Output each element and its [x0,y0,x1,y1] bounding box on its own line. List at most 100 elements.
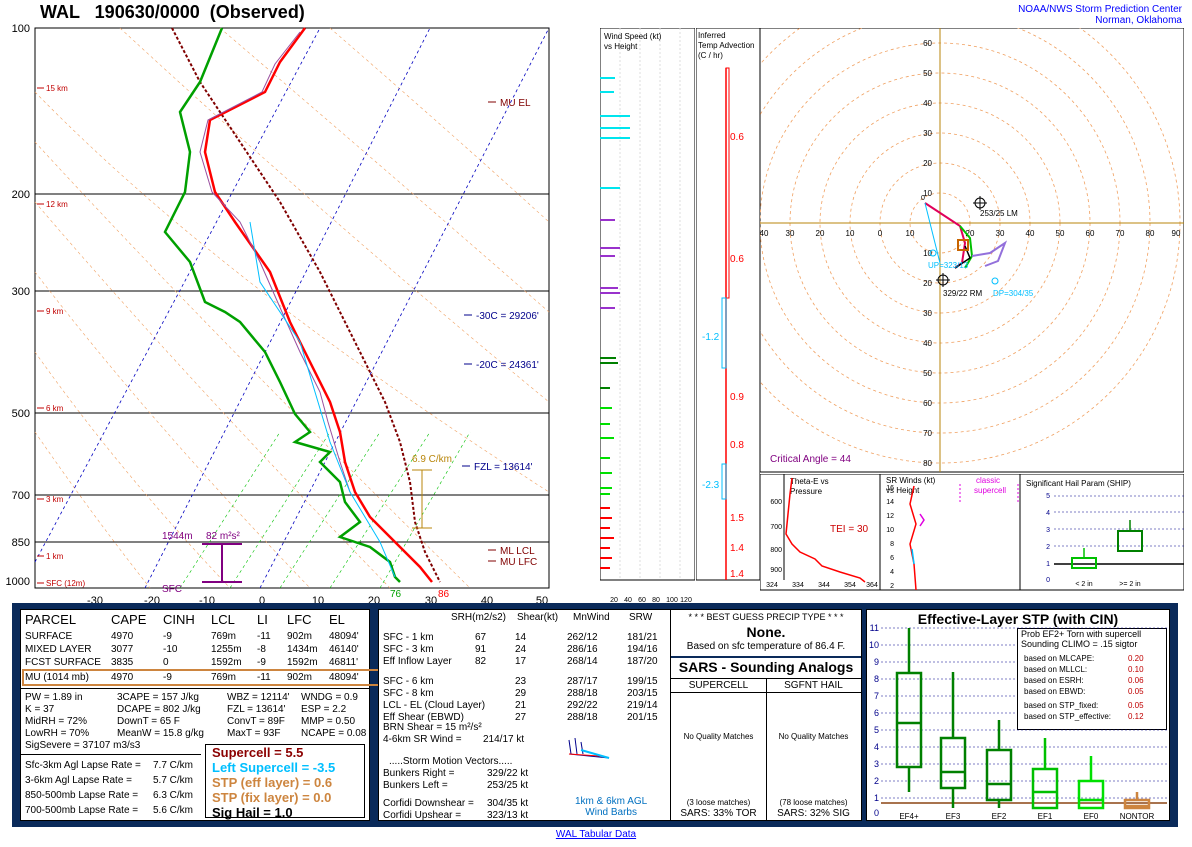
parcel-cell: 4970 [111,672,134,683]
parcel-cell: 46811' [329,657,358,668]
kin-cell: 194/16 [627,644,658,655]
stp-prob-2: Sounding CLIMO = .15 sigtor [1021,639,1138,649]
ws-axis-120: 120 [680,597,692,604]
stp-prob-row: based on MLCAPE: 0.20 [1024,653,1166,664]
p-label-1000: 1000 [6,576,30,588]
lapse-sfc3-val: 7.7 C/km [153,760,194,771]
parcel-h-li: LI [257,612,268,627]
stp-fix: STP (fix layer) = 0.0 [212,790,332,805]
k-index: K = 37 [25,704,55,715]
3cape: 3CAPE = 157 J/kg [117,692,199,703]
lapse-sfc3-label: Sfc-3km Agl Lapse Rate = [25,760,141,771]
sars-loose-1: (3 loose matches) [686,798,751,807]
parcel-cell: MU (1014 mb) [25,672,89,683]
org-line2: Norman, Oklahoma [1095,15,1182,26]
srw-y-2: 2 [890,583,894,590]
parcel-cell: 48094' [329,631,359,642]
ship-y-1: 1 [1046,561,1050,568]
hodo-y-20b: 20 [923,279,932,288]
ta-title1: Inferred [698,31,726,40]
kin-cell: 23 [515,676,527,687]
low-rh: LowRH = 70% [25,728,90,739]
ta-val-6: -2.3 [702,480,720,491]
stp-prob-value: 0.05 [1128,687,1144,696]
kin-cell: 91 [475,644,487,655]
stp-prob-rows: based on MLCAPE: 0.20 based on MLLCL: 0.10 b… [1018,653,1166,722]
mu-el-label: MU EL [500,98,531,109]
hodo-x-30: 30 [996,229,1005,238]
barbs-icon [568,737,610,759]
parcel-header-row: PARCEL CAPE CINH LCL LI LFC EL [25,612,345,627]
kin-cell: 201/15 [627,712,658,723]
kin-cell: SFC - 1 km [383,632,434,643]
te-y-800: 800 [770,547,782,554]
temp-advection-panel: Inferred Temp Advection (C / hr) 0.6 0.6… [696,28,760,581]
t-sfc-label: 86 [438,589,450,600]
sars-title: SARS - Sounding Analogs [678,659,854,675]
stp-y-5: 5 [874,725,879,735]
h-label-6km: 6 km [46,404,64,413]
parcel-cell: 1255m [211,644,242,655]
ta-val-9: 1.4 [730,569,744,580]
hodo-up-label: UP=323/13 [928,261,969,270]
sounding-title: WAL 190630/0000 (Observed) [40,2,305,22]
stp-eff: STP (eff layer) = 0.6 [212,775,333,790]
lapse-850-label: 850-500mb Lapse Rate = [25,790,139,801]
tabular-data-link[interactable]: WAL Tabular Data [555,829,637,840]
kin-cell: 288/18 [567,712,598,723]
parcel-h-lcl: LCL [211,612,235,627]
precip-note: Based on sfc temperature of 86.4 F. [686,641,846,652]
lapse-700-val: 5.6 C/km [153,805,194,816]
parcel-trace [171,27,441,583]
te-x-334: 334 [792,582,804,589]
hodo-y-40b: 40 [923,339,932,348]
stp-prob-row: based on STP_fixed: 0.05 [1024,700,1166,711]
bunkers-right-val: 329/22 kt [487,768,529,779]
srw-y-14: 14 [886,499,894,506]
left-supercell-comp: Left Supercell = -3.5 [212,760,336,775]
p-label-200: 200 [12,189,30,201]
te-title2: Pressure [790,487,823,496]
sars-sig: SARS: 32% SIG [777,808,850,819]
te-y-900: 900 [770,567,782,574]
sars-loose-2: (78 loose matches) [779,798,848,807]
kin-h-mnwind: MnWind [573,612,610,623]
parcel-cell: 1592m [211,657,242,668]
hodo-x-60: 60 [1086,229,1095,238]
sars-col-supercell: SUPERCELL [688,680,749,691]
hodo-lm-label: 253/25 LM [980,209,1018,218]
h-label-15km: 15 km [46,84,68,93]
h-label-3km: 3 km [46,495,64,504]
hodo-y-70b: 70 [923,429,932,438]
srh-depth-label: 1544m [162,531,193,542]
sfc-label: SFC [162,584,182,595]
parcel-row: MIXED LAYER 3077 -10 1255m -8 1434m 46140' [25,643,381,656]
srw-y-8: 8 [890,541,894,548]
ship-y-3: 3 [1046,527,1050,534]
hodo-y-60b: 60 [923,399,932,408]
ship-y-2: 2 [1046,544,1050,551]
hodo-y-30: 30 [923,129,932,138]
p-label-700: 700 [12,490,30,502]
srw-classic: classic [976,476,1000,485]
kin-cell: 14 [515,632,527,643]
hodo-y-50b: 50 [923,369,932,378]
stp-y-8: 8 [874,674,879,684]
sars-col-hail: SGFNT HAIL [784,680,843,691]
stp-y-9: 9 [874,657,879,667]
idx-col1: PW = 1.89 in K = 37 MidRH = 72% LowRH = … [25,692,140,752]
convt: ConvT = 89F [227,716,285,727]
srw-y-16: 16 [886,485,894,492]
storm-motion-title: .....Storm Motion Vectors..... [389,756,513,767]
wind-panel-title1: Wind Speed (kt) [604,32,662,41]
parcel-cell: 48094' [329,672,359,683]
parcel-cell: -9 [163,672,172,683]
lapse-label: 6.9 C/km [412,454,452,465]
hodo-y-80b: 80 [923,459,932,468]
ship-y-5: 5 [1046,493,1050,500]
srw-supercell: supercell [974,486,1006,495]
stp-prob-label: based on EBWD: [1024,687,1086,696]
parcel-cell: -9 [257,657,266,668]
te-title1: Theta-E vs [790,477,829,486]
bottom-panel: PARCEL CAPE CINH LCL LI LFC EL SURFACE 4970 -9 76… [12,603,1178,827]
